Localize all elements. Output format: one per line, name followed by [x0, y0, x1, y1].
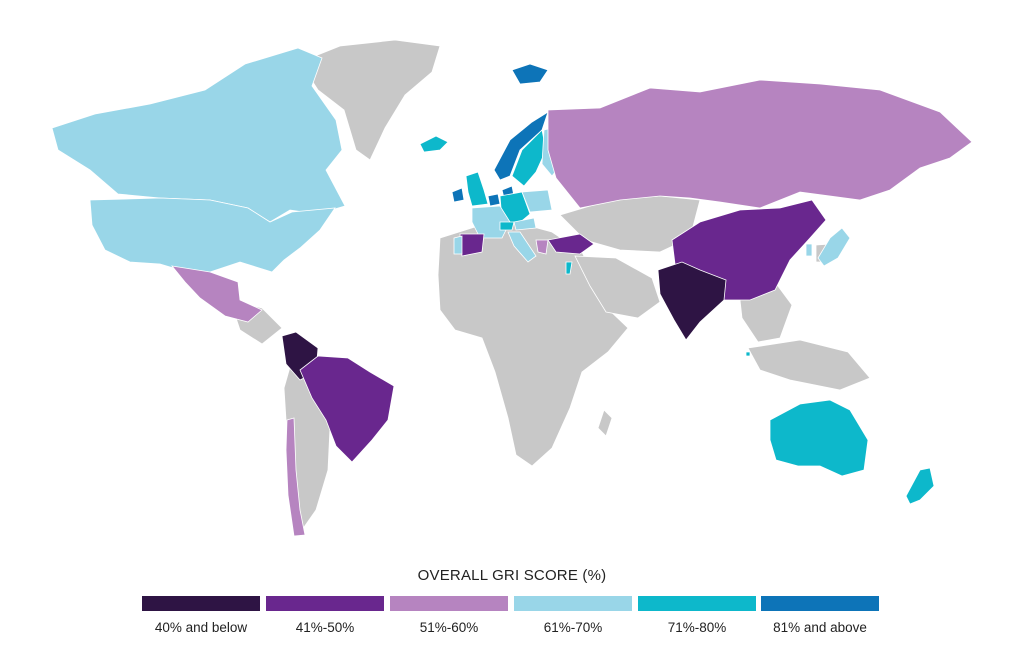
- country-india: [657, 261, 727, 341]
- legend-item: 81% and above: [761, 596, 879, 646]
- country-portugal: [453, 235, 463, 255]
- country-chile: [285, 417, 306, 537]
- no-data-region: [299, 39, 441, 161]
- country-japan: [817, 227, 851, 267]
- legend-swatch: [761, 596, 879, 611]
- legend-title: OVERALL GRI SCORE (%): [417, 567, 607, 584]
- country-poland: [521, 189, 553, 213]
- country-united-states: [89, 197, 336, 273]
- no-data-region: [574, 255, 661, 319]
- world-map: [51, 39, 973, 537]
- legend-label: 61%-70%: [543, 620, 603, 635]
- country-israel: [565, 261, 573, 275]
- legend-item: 61%-70%: [514, 596, 632, 646]
- country-turkey: [547, 233, 595, 255]
- legend-swatch: [266, 596, 384, 611]
- country-mexico: [171, 265, 263, 323]
- legend-label: 41%-50%: [295, 620, 355, 635]
- country-brazil: [299, 355, 395, 463]
- country-iceland: [419, 135, 449, 153]
- legend-item: 71%-80%: [638, 596, 756, 646]
- country-ireland: [451, 187, 465, 203]
- country-greece: [535, 239, 549, 255]
- legend-swatch: [638, 596, 756, 611]
- country-svalbard: [511, 63, 549, 85]
- country-switzerland: [499, 221, 515, 231]
- legend-label: 71%-80%: [667, 620, 727, 635]
- country-netherlands: [487, 193, 501, 207]
- legend-swatch: [514, 596, 632, 611]
- country-russia: [547, 79, 973, 209]
- country-new-zealand: [905, 467, 935, 505]
- country-united-kingdom: [465, 171, 489, 207]
- no-data-region: [747, 339, 871, 391]
- legend-swatch: [142, 596, 260, 611]
- country-australia: [769, 399, 869, 477]
- country-austria: [513, 217, 537, 231]
- legend-item: 51%-60%: [390, 596, 508, 646]
- legend-label: 81% and above: [773, 620, 867, 635]
- country-south-korea: [805, 243, 813, 257]
- legend-swatch: [390, 596, 508, 611]
- country-singapore: [745, 351, 751, 357]
- country-canada: [51, 47, 346, 223]
- country-spain: [459, 233, 485, 257]
- legend-item: 41%-50%: [266, 596, 384, 646]
- legend-label: 51%-60%: [419, 620, 479, 635]
- legend-label: 40% and below: [154, 620, 248, 635]
- legend: 40% and below 41%-50% 51%-60% 61%-70% 71…: [142, 596, 879, 646]
- no-data-region: [597, 409, 613, 437]
- country-italy: [507, 231, 537, 263]
- legend-item: 40% and below: [142, 596, 260, 646]
